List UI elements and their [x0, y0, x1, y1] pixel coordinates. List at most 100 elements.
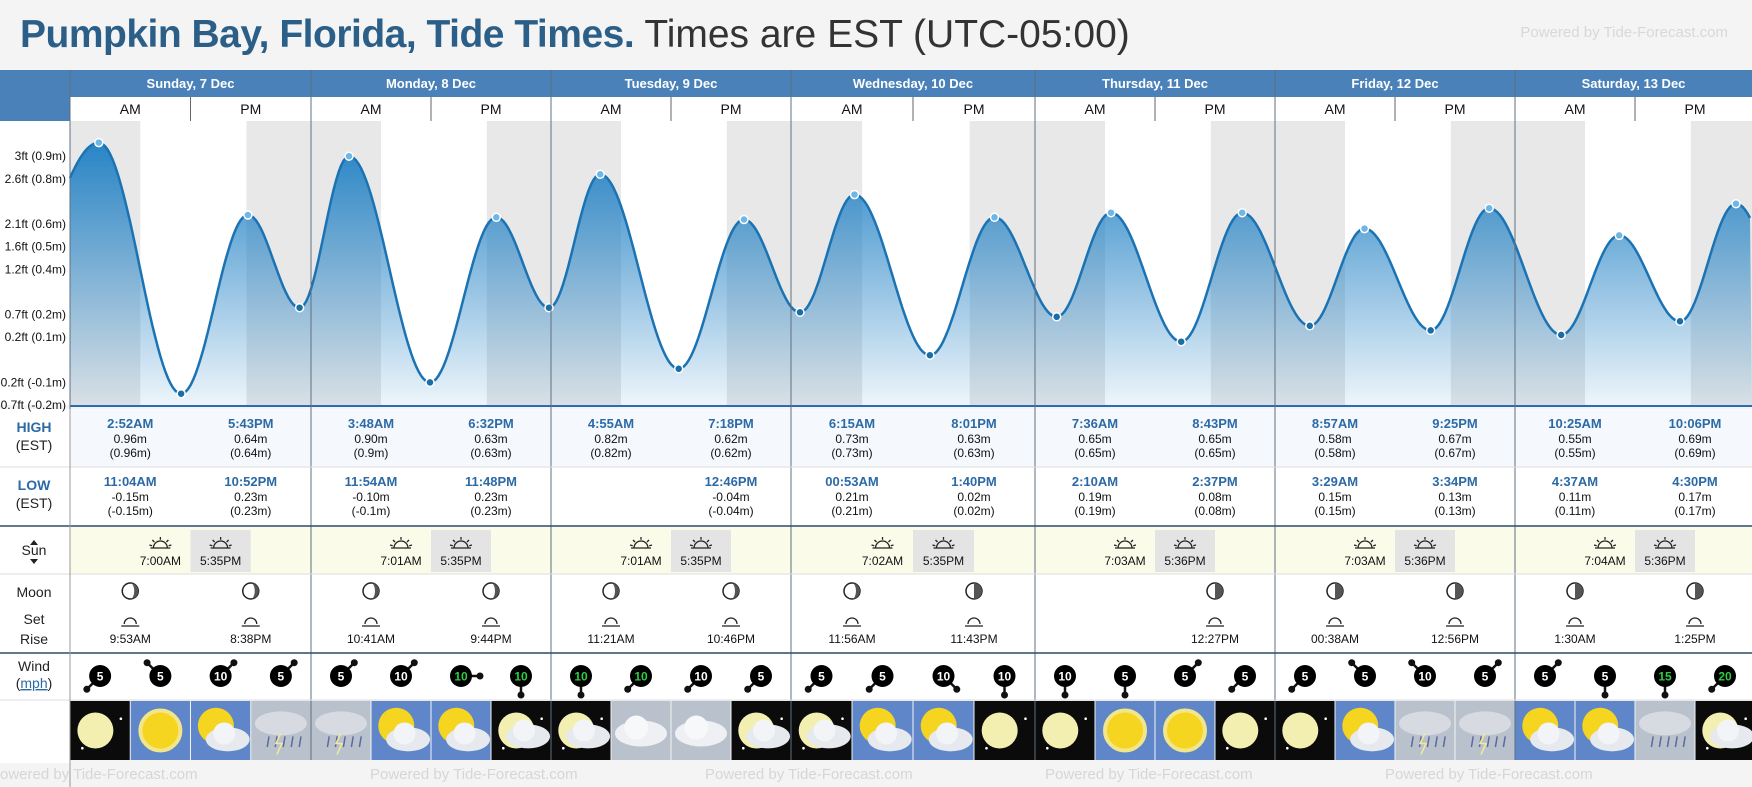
moon-phase-icon: [722, 582, 740, 600]
watermark-text: Powered by Tide-Forecast.com: [705, 766, 913, 783]
wind-speed: 5: [97, 670, 104, 684]
wind-arrow-icon: [510, 665, 532, 699]
low-time: 11:54AM: [345, 474, 398, 489]
wind-arrow-icon: [624, 665, 652, 693]
wind-arrow-icon: [932, 665, 961, 693]
moon-time: 11:21AM: [587, 632, 634, 646]
high-height: 0.65m: [1078, 432, 1111, 446]
am-label: AM: [1085, 101, 1106, 117]
sunrise-time: 7:02AM: [862, 554, 903, 568]
wind-speed: 5: [1182, 670, 1189, 684]
wind-speed: 10: [1058, 670, 1072, 684]
tide-point: [989, 212, 1000, 223]
weather-night-cloudy-icon: [791, 701, 852, 760]
wind-speed: 10: [937, 670, 951, 684]
day-header-1: Monday, 8 Dec: [386, 76, 476, 91]
wind-arrow-icon: [804, 665, 833, 693]
wind-arrow-icon: [570, 665, 592, 699]
high-height: 0.69m: [1678, 432, 1711, 446]
tide-point: [491, 212, 502, 223]
weather-night-cloudy-icon: [731, 701, 791, 760]
tide-point: [1675, 316, 1685, 327]
moon-phase-icon: [843, 582, 861, 600]
moon-set-icon: [1206, 617, 1224, 627]
high-time: 4:55AM: [588, 416, 634, 431]
moon-phase-icon: [1566, 582, 1584, 600]
location-title: Pumpkin Bay, Florida, Tide Times.: [20, 13, 635, 56]
low-time: 11:04AM: [104, 474, 157, 489]
weather-sunny-icon: [130, 701, 190, 760]
wind-arrow-icon: [865, 665, 894, 693]
wind-arrow-icon: [1228, 665, 1256, 693]
wind-arrow-icon: [1288, 665, 1316, 693]
moon-phase-icon: [602, 582, 620, 600]
sun-icon: [689, 537, 713, 549]
low-time: 3:34PM: [1432, 474, 1478, 489]
wind-speed: 15: [1658, 670, 1672, 684]
sun-icon: [1413, 537, 1437, 549]
day-header-5: Friday, 12 Dec: [1351, 76, 1438, 91]
label-col-bg: [0, 409, 70, 763]
am-label: AM: [1565, 101, 1586, 117]
tide-point: [1484, 203, 1494, 213]
wind-speed: 5: [758, 670, 765, 684]
wind-speed: 5: [157, 670, 164, 684]
weather-sunny-icon: [1095, 701, 1155, 760]
sun-icon: [1593, 537, 1617, 549]
page-title: Pumpkin Bay, Florida, Tide Times. Times …: [20, 10, 1130, 60]
pm-label: PM: [721, 101, 742, 117]
high-height: 0.73m: [835, 432, 868, 446]
moon-phase-icon: [965, 582, 983, 600]
high-height-alt: (0.55m): [1554, 446, 1595, 460]
high-height: 0.63m: [474, 432, 507, 446]
high-height-alt: (0.63m): [953, 446, 994, 460]
low-time: 12:46PM: [705, 474, 758, 489]
sunrise-time: 7:03AM: [1344, 554, 1385, 568]
sun-icon: [209, 537, 232, 549]
moon-phase-icon: [1446, 582, 1464, 600]
wind-unit-link[interactable]: mph: [20, 675, 47, 691]
moon-rise-icon: [965, 617, 983, 627]
low-time: 10:52PM: [224, 474, 277, 489]
moon-phase-icon: [1326, 582, 1344, 600]
weather-storm-icon: [311, 701, 371, 760]
sunset-time: 5:35PM: [200, 554, 241, 568]
wind-speed: 5: [1482, 670, 1489, 684]
tide-point: [1731, 198, 1741, 209]
sunset-time: 5:35PM: [440, 554, 481, 568]
weather-night-clear-icon: [70, 701, 130, 760]
sun-icon: [149, 537, 172, 549]
sunrise-time: 7:03AM: [1104, 554, 1145, 568]
weather-night-cloudy-icon: [551, 701, 611, 760]
high-time: 3:48AM: [348, 416, 394, 431]
moon-time: 9:53AM: [110, 632, 151, 646]
wind-arrow-icon: [83, 665, 112, 693]
wind-speed: 10: [1418, 670, 1432, 684]
row-labels: HIGH (EST) LOW (EST) Sun Moon Set Rise Wind(mph): [16, 409, 71, 787]
high-time: 6:32PM: [468, 416, 514, 431]
high-height-alt: (0.96m): [110, 446, 151, 460]
am-label: AM: [361, 101, 382, 117]
am-label: AM: [120, 101, 141, 117]
moon-time: 10:46PM: [707, 632, 755, 646]
weather-partly-cloudy-icon: [431, 701, 491, 760]
tide-point: [595, 169, 605, 180]
low-height-alt: (0.11m): [1555, 504, 1595, 518]
wind-speed: 10: [214, 670, 228, 684]
low-height-alt: (-0.15m): [108, 504, 153, 518]
wind-arrow-icon: [1054, 665, 1076, 699]
y-axis: 3.6ft (1.1m)3ft (0.9m)2.6ft (0.8m)2.1ft …: [0, 104, 66, 412]
wind-arrow-icon: [1534, 659, 1562, 687]
sun-icon: [1353, 537, 1377, 549]
high-row-tz: (EST): [16, 437, 53, 453]
tide-point: [94, 137, 104, 148]
moon-time: 12:27PM: [1191, 632, 1239, 646]
low-row-tz: (EST): [16, 495, 53, 511]
pm-label: PM: [964, 101, 985, 117]
high-height-alt: (0.67m): [1434, 446, 1475, 460]
wind-speed: 10: [998, 670, 1012, 684]
tide-point: [425, 377, 435, 388]
moon-set-icon: [843, 617, 861, 627]
wind-speed: 5: [1122, 670, 1129, 684]
tide-area: [70, 142, 1752, 405]
